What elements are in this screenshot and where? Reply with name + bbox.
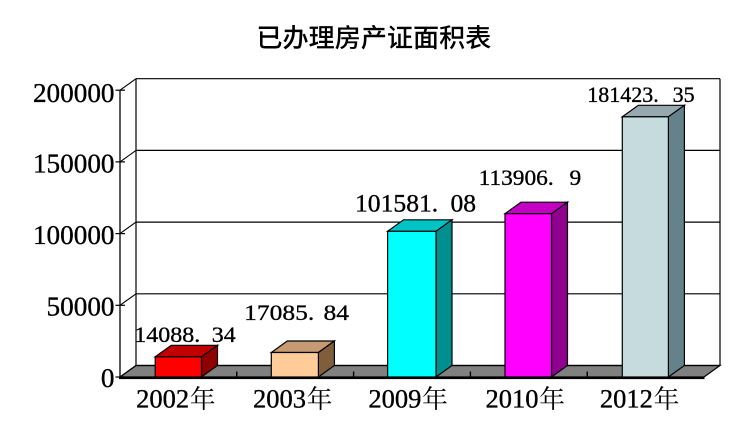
svg-text:181423.35: 181423. 35 [587,82,694,107]
svg-text:2012: 2012 [600,383,653,413]
svg-text:50000: 50000 [47,292,115,322]
svg-text:14088.34: 14088. 34 [134,322,236,347]
svg-text:0: 0 [101,363,115,393]
svg-text:150000: 150000 [33,149,115,179]
svg-text:2009: 2009 [368,383,421,413]
svg-text:2002: 2002 [136,383,189,413]
svg-text:17085.84: 17085. 84 [244,302,349,326]
svg-text:101581.08: 101581. 08 [355,189,476,218]
svg-text:200000: 200000 [33,78,115,108]
svg-text:2010: 2010 [486,383,539,413]
svg-text:100000: 100000 [33,220,115,250]
svg-text:2003: 2003 [253,383,306,413]
